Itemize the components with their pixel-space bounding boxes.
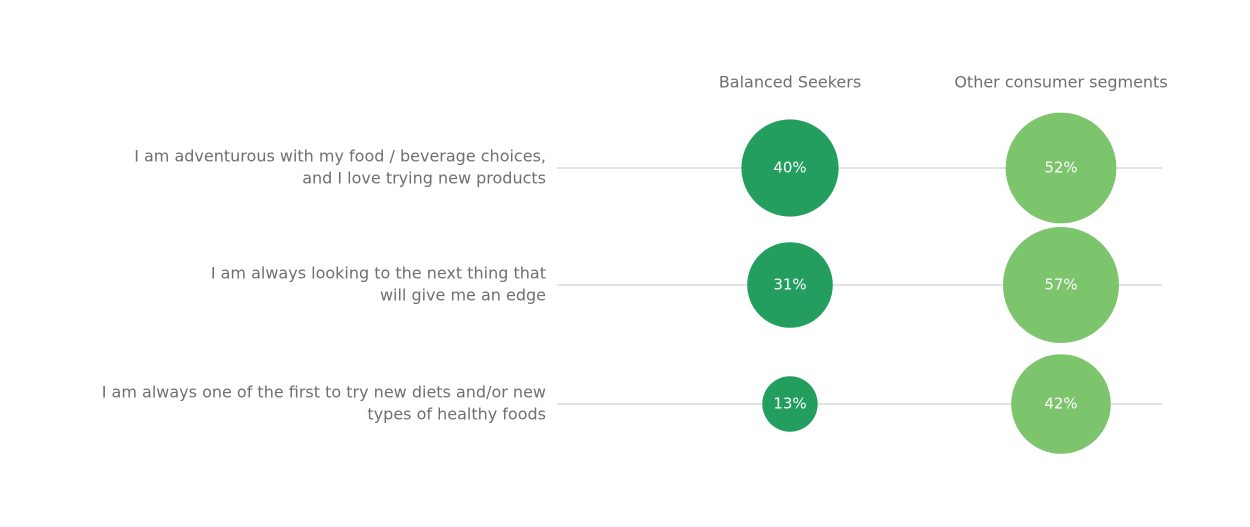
bubble-row3-col1 (762, 376, 818, 432)
bubble-row1-col2 (1005, 112, 1117, 224)
row-label-line: I am always one of the first to try new … (102, 383, 546, 402)
row-label-1: I am adventurous with my food / beverage… (134, 147, 546, 188)
row-label-line: types of healthy foods (367, 405, 546, 424)
bubble-value-label: 13% (773, 395, 806, 413)
bubble-value-label: 42% (1044, 395, 1077, 413)
row-label-3: I am always one of the first to try new … (102, 383, 546, 424)
row-label-2: I am always looking to the next thing th… (211, 264, 546, 305)
bubble-row2-col2 (1003, 227, 1119, 343)
bubble-row3-col2 (1011, 354, 1111, 454)
bubble-value-label: 52% (1044, 159, 1077, 177)
bubble-row2-col1 (747, 242, 833, 328)
bubble-row1-col1 (741, 119, 839, 217)
row-label-line: I am adventurous with my food / beverage… (134, 147, 546, 166)
column-header-1: Balanced Seekers (719, 73, 861, 92)
row-label-line: will give me an edge (380, 286, 546, 305)
bubble-value-label: 31% (773, 276, 806, 294)
column-header-2: Other consumer segments (954, 73, 1167, 92)
bubble-value-label: 57% (1044, 276, 1077, 294)
row-label-line: and I love trying new products (302, 169, 546, 188)
bubble-value-label: 40% (773, 159, 806, 177)
row-label-line: I am always looking to the next thing th… (211, 264, 546, 283)
